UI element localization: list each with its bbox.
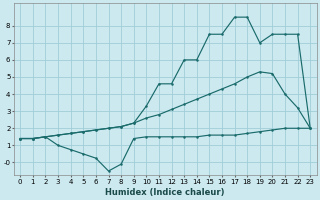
X-axis label: Humidex (Indice chaleur): Humidex (Indice chaleur) [106,188,225,197]
